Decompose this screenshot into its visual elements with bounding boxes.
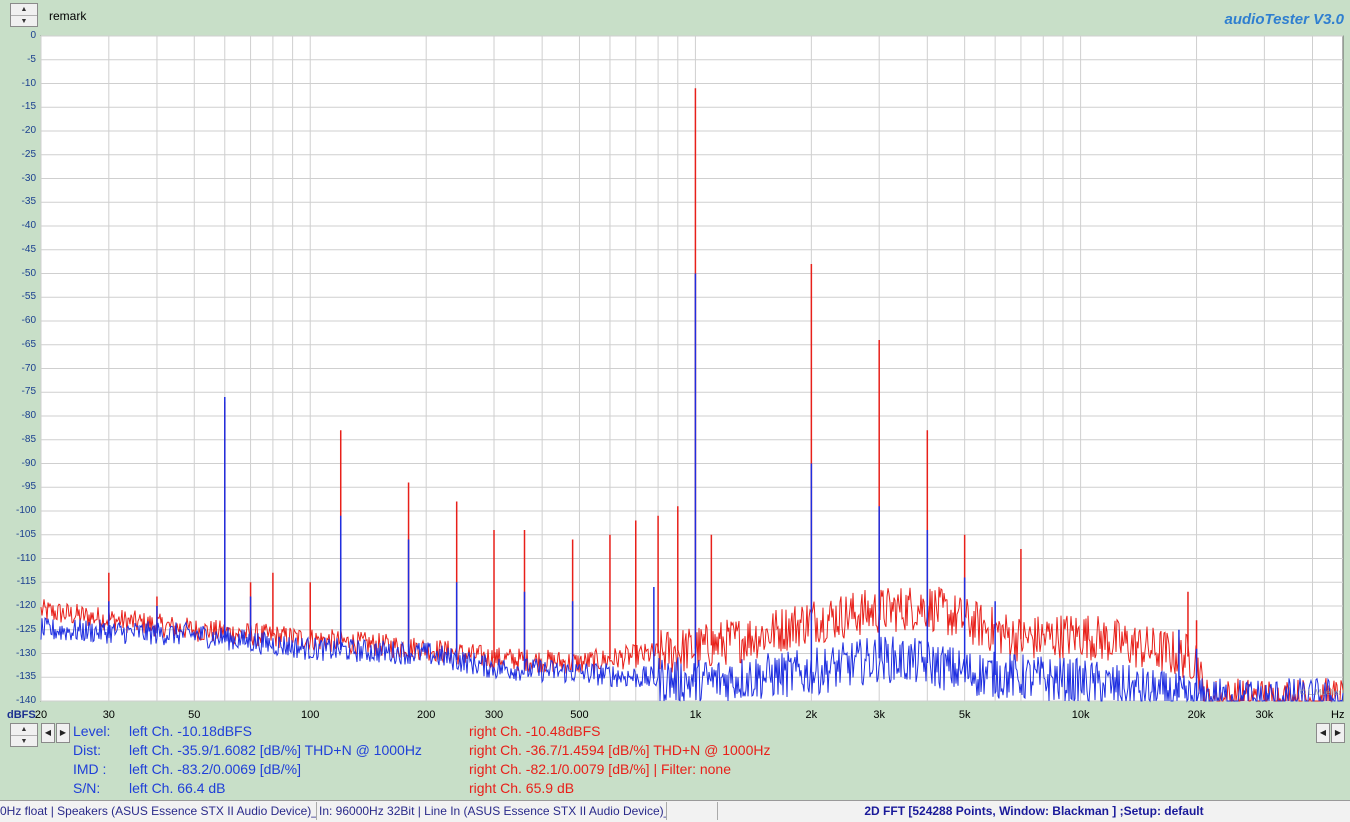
y-tick-label: -130 xyxy=(15,647,36,659)
right-sn-value: right Ch. 65.9 dB xyxy=(469,780,575,796)
y-tick-label: -105 xyxy=(15,528,36,540)
fft-settings-status: 2D FFT [524288 Points, Window: Blackman … xyxy=(864,804,1204,818)
right-level-value: right Ch. -10.48dBFS xyxy=(469,723,601,739)
remark-label: remark xyxy=(49,9,87,23)
y-tick-label: -5 xyxy=(27,53,36,65)
y-tick-label: -75 xyxy=(21,386,36,398)
y-tick-label: -70 xyxy=(21,362,36,374)
left-dist-value: left Ch. -35.9/1.6082 [dB/%] THD+N @ 100… xyxy=(129,742,422,758)
y-tick-label: -115 xyxy=(16,576,36,588)
grid-lines xyxy=(40,35,1343,702)
remark-spinner[interactable]: ▲ ▼ xyxy=(10,3,38,27)
x-tick-label: 500 xyxy=(570,709,589,721)
y-tick-label: -65 xyxy=(21,338,36,350)
y-tick-label: -95 xyxy=(21,481,36,493)
y-tick-label: -125 xyxy=(15,623,36,635)
y-tick-label: -110 xyxy=(16,552,36,564)
fft-traces xyxy=(40,88,1344,703)
y-tick-label: -90 xyxy=(21,457,36,469)
y-tick-label: -120 xyxy=(15,600,36,611)
y-axis-title: dBFS xyxy=(7,709,36,721)
left-level-value: left Ch. -10.18dBFS xyxy=(129,723,252,739)
right-imd-value: right Ch. -82.1/0.0079 [dB/%] | Filter: … xyxy=(469,761,732,777)
y-tick-label: -50 xyxy=(21,267,36,279)
x-tick-label: 100 xyxy=(301,709,320,721)
x-tick-label: 30 xyxy=(102,709,115,721)
y-tick-label: -85 xyxy=(21,433,36,445)
y-tick-label: -60 xyxy=(21,315,36,326)
y-tick-label: -10 xyxy=(21,77,36,89)
status-spacer xyxy=(669,802,718,820)
x-tick-label: 200 xyxy=(416,709,436,721)
sn-label: S/N: xyxy=(73,780,101,796)
app-brand: audioTester V3.0 xyxy=(1224,11,1345,28)
y-tick-label: -35 xyxy=(21,196,36,208)
fft-chart: © L.Mueller xyxy=(40,35,1344,703)
spin-down-icon[interactable]: ▼ xyxy=(20,18,28,25)
x-tick-label: 20 xyxy=(34,709,48,721)
x-tick-label: 30k xyxy=(1255,709,1274,721)
input-device-status: In: 96000Hz 32Bit | Line In (ASUS Essenc… xyxy=(319,802,667,820)
imd-label: IMD : xyxy=(73,761,107,777)
y-tick-label: -140 xyxy=(15,695,36,706)
watermark: © L.Mueller xyxy=(1300,688,1341,697)
left-channel-trace xyxy=(40,617,1344,703)
output-device-status: 0Hz float | Speakers (ASUS Essence STX I… xyxy=(0,802,317,820)
x-tick-label: 5k xyxy=(958,709,971,721)
y-tick-label: -45 xyxy=(21,243,36,255)
y-tick-label: -30 xyxy=(21,172,36,184)
right-channel-trace xyxy=(40,586,1344,702)
spin-up-icon[interactable]: ▲ xyxy=(11,724,37,736)
y-tick-label: -100 xyxy=(15,505,36,516)
y-tick-label: -25 xyxy=(21,148,36,160)
right-dist-value: right Ch. -36.7/1.4594 [dB/%] THD+N @ 10… xyxy=(469,742,771,758)
left-imd-value: left Ch. -83.2/0.0069 [dB/%] xyxy=(129,761,301,777)
y-tick-label: -80 xyxy=(21,410,36,421)
y-tick-label: -135 xyxy=(15,671,36,683)
y-tick-label: -20 xyxy=(21,125,36,136)
x-tick-label: 10k xyxy=(1071,709,1090,721)
x-tick-label: 50 xyxy=(188,709,201,721)
x-tick-label: 300 xyxy=(484,709,504,721)
x-tick-label: 2k xyxy=(805,709,818,721)
x-tick-label: 3k xyxy=(873,709,885,721)
left-sn-value: left Ch. 66.4 dB xyxy=(129,780,226,796)
scroll-right-icon[interactable]: ▶ xyxy=(56,723,70,743)
level-label: Level: xyxy=(73,723,111,739)
scroll-left-icon[interactable]: ◀ xyxy=(41,723,55,743)
status-bar: 0Hz float | Speakers (ASUS Essence STX I… xyxy=(0,800,1350,822)
channel-spinner[interactable]: ▲ ▼ xyxy=(10,723,38,747)
y-tick-label: 0 xyxy=(30,30,36,41)
spin-down-icon[interactable]: ▼ xyxy=(20,738,28,745)
x-tick-label: 1k xyxy=(689,709,702,721)
y-tick-label: -55 xyxy=(21,291,36,303)
x-axis-unit: Hz xyxy=(1331,709,1345,721)
x-tick-label: 20k xyxy=(1187,709,1206,721)
scroll-right-icon[interactable]: ▶ xyxy=(1331,723,1345,743)
y-tick-label: -40 xyxy=(21,220,36,231)
spin-up-icon[interactable]: ▲ xyxy=(11,4,37,16)
y-tick-label: -15 xyxy=(21,101,36,113)
dist-label: Dist: xyxy=(73,742,101,758)
scroll-left-icon[interactable]: ◀ xyxy=(1316,723,1330,743)
